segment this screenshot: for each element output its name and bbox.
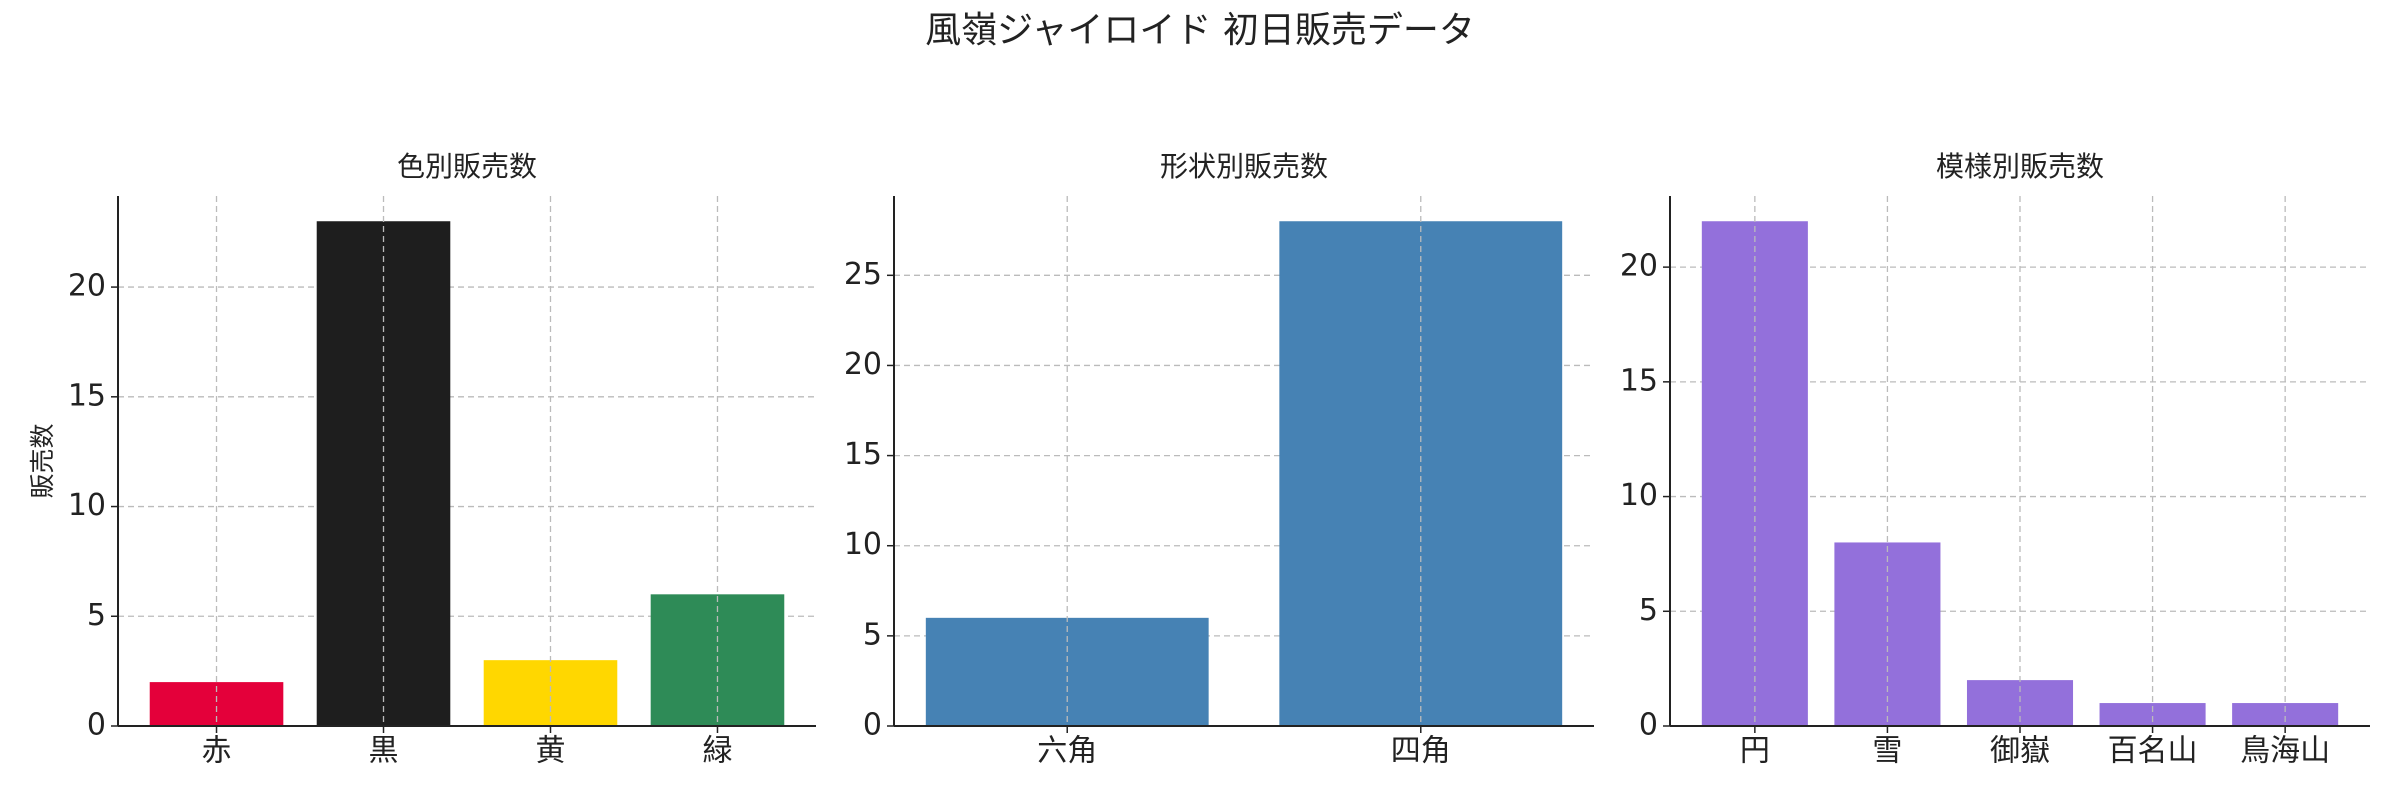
x-tick-label: 六角	[1037, 734, 1097, 769]
x-tick-label: 鳥海山	[2240, 734, 2330, 769]
y-tick-label: 15	[1620, 363, 1658, 398]
x-tick-label: 黄	[535, 734, 565, 769]
y-tick-label: 25	[844, 257, 882, 292]
figure-title: 風嶺ジャイロイド 初日販売データ	[925, 10, 1475, 51]
panel-title: 色別販売数	[397, 150, 537, 183]
x-tick-label: 緑	[702, 734, 732, 769]
y-tick-label: 5	[1639, 593, 1658, 628]
y-tick-label: 10	[844, 527, 882, 562]
bar	[2232, 703, 2339, 726]
y-tick-label: 0	[1639, 708, 1658, 743]
x-tick-label: 百名山	[2108, 734, 2198, 769]
bar	[2099, 703, 2206, 726]
x-tick-label: 黒	[369, 734, 399, 769]
x-tick-label: 円	[1740, 734, 1770, 769]
y-tick-label: 0	[87, 708, 106, 743]
y-tick-label: 5	[87, 598, 106, 633]
y-tick-label: 20	[1620, 249, 1658, 284]
y-axis-label: 販売数	[28, 423, 57, 498]
y-tick-label: 5	[863, 617, 882, 652]
x-tick-label: 赤	[202, 734, 232, 769]
panel-title: 模様別販売数	[1936, 150, 2104, 183]
panel-title: 形状別販売数	[1160, 150, 1328, 183]
y-tick-label: 10	[68, 488, 106, 523]
y-tick-label: 15	[844, 437, 882, 472]
x-tick-label: 御嶽	[1990, 734, 2050, 769]
bar	[1834, 542, 1941, 726]
y-tick-label: 15	[68, 378, 106, 413]
y-tick-label: 20	[68, 269, 106, 304]
y-tick-label: 0	[863, 708, 882, 743]
x-tick-label: 四角	[1391, 734, 1451, 769]
y-tick-label: 20	[844, 347, 882, 382]
y-tick-label: 10	[1620, 478, 1658, 513]
x-tick-label: 雪	[1872, 734, 1902, 769]
